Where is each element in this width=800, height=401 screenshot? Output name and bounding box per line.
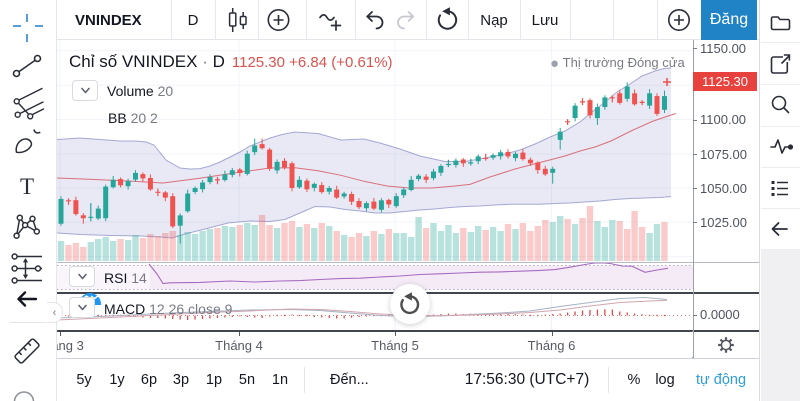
svg-text:T: T: [20, 174, 34, 199]
